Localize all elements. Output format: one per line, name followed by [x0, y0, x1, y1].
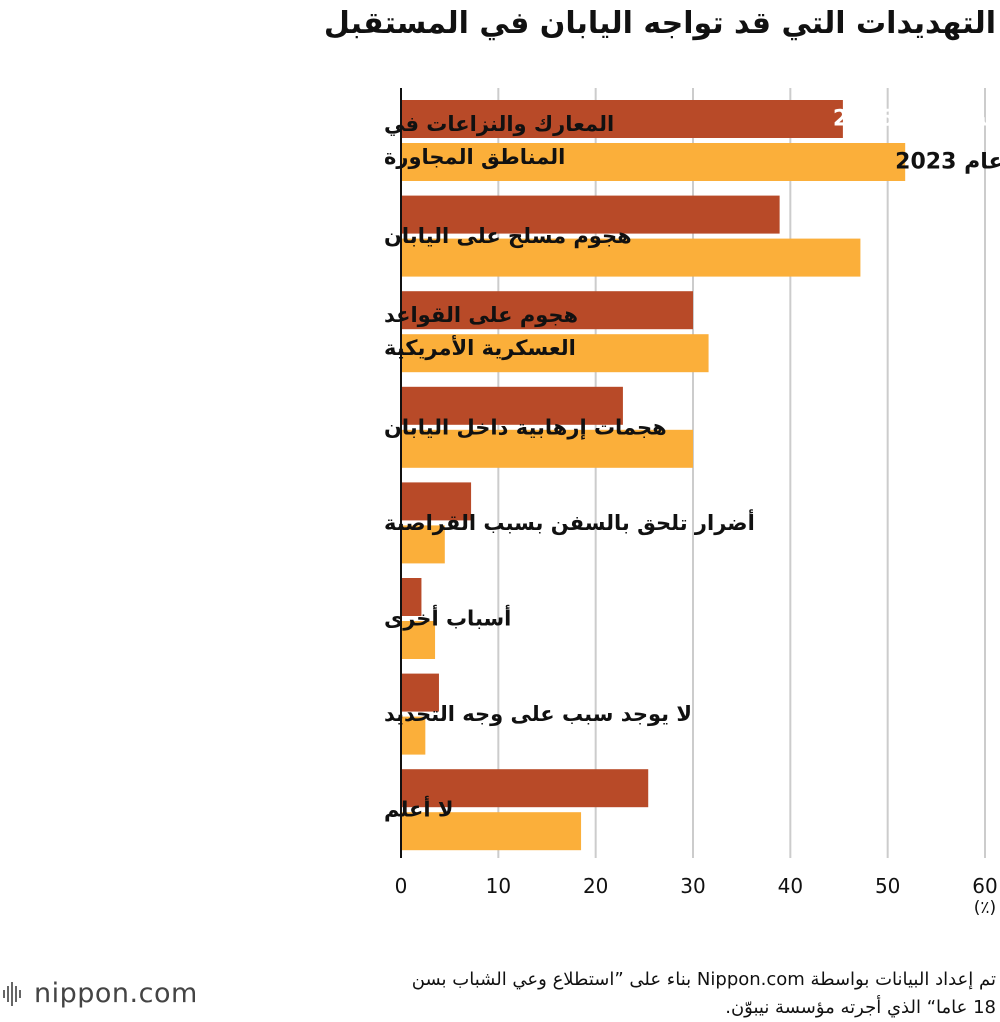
source-note: تم إعداد البيانات بواسطة Nippon.com بناء…	[236, 966, 996, 1022]
bar-chart: مسح عام 2026 مسح عام 2023 0 10 20 30 40 50 60(٪…	[384, 88, 1000, 918]
x-tick-label: 10	[486, 874, 511, 898]
source-line-1: تم إعداد البيانات بواسطة Nippon.com بناء…	[411, 969, 996, 990]
bars: مسح عام 2026 مسح عام 2023	[401, 100, 1000, 851]
x-tick-label: 20	[583, 874, 608, 898]
bar	[401, 673, 439, 712]
x-axis: 0 10 20 30 40 50 60(٪)	[395, 88, 998, 918]
source-line-2: 18 عاما“ الذي أجرته مؤسسة نيبوّن.	[725, 997, 996, 1018]
x-tick-label: 60	[972, 874, 997, 898]
sound-wave-icon	[3, 981, 21, 1006]
category-label: لا أعلم	[384, 795, 454, 822]
category-label: أسباب أخرى	[384, 604, 511, 631]
x-tick-label: 0	[395, 874, 408, 898]
x-tick-label: 40	[778, 874, 803, 898]
nippon-logo[interactable]: nippon.com	[2, 978, 198, 1009]
chart-title: التهديدات التي قد تواجه اليابان في المست…	[323, 6, 996, 41]
bar	[401, 100, 843, 138]
bar	[401, 525, 445, 564]
bar	[401, 143, 906, 181]
logo-text: nippon.com	[34, 978, 198, 1009]
bar	[401, 621, 436, 659]
bar	[401, 716, 426, 755]
bar	[401, 578, 422, 616]
bar	[401, 429, 693, 468]
category-label: لا يوجد سبب على وجه التحديد	[384, 702, 692, 726]
bar	[401, 812, 582, 851]
category-label: المعارك والنزاعات في	[384, 112, 614, 136]
category-label: العسكرية الأمريكية	[384, 334, 576, 360]
category-label: هجمات إرهابية داخل اليابان	[384, 415, 667, 439]
bar	[401, 386, 623, 425]
series-label: مسح عام 2023	[895, 150, 1000, 175]
category-label: أضرار تلحق بالسفن بسبب القراصنة	[384, 508, 755, 535]
bar	[401, 238, 861, 277]
category-label: هجوم على القواعد	[384, 303, 578, 327]
bar	[401, 482, 472, 521]
x-tick-label: 30	[680, 874, 705, 898]
bar	[401, 334, 709, 373]
bar	[401, 291, 693, 330]
category-label: المناطق المجاورة	[384, 145, 565, 169]
category-label: هجوم مسلح على اليابان	[384, 224, 632, 248]
x-axis-unit: (٪)	[974, 898, 996, 918]
bar	[401, 769, 649, 808]
x-tick-label: 50	[875, 874, 900, 898]
bar	[401, 195, 780, 234]
footer: تم إعداد البيانات بواسطة Nippon.com بناء…	[0, 958, 1000, 1018]
category-labels: المعارك والنزاعات في المناطق المجاورة هجوم…	[384, 112, 755, 822]
series-label: مسح عام 2026	[833, 107, 1000, 132]
